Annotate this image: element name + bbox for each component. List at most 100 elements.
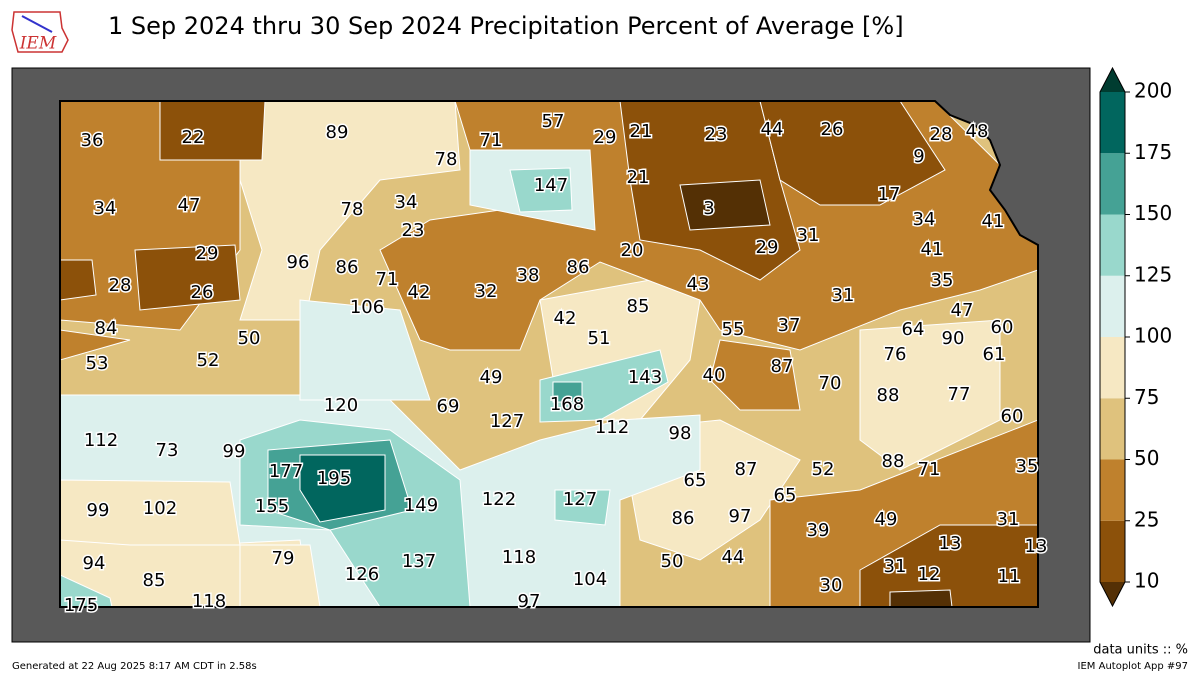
station-value: 147 [534, 175, 568, 196]
station-value: 126 [345, 564, 379, 585]
station-value: 85 [627, 296, 650, 317]
station-value: 87 [735, 459, 758, 480]
colorbar-segment [1100, 214, 1125, 276]
station-value: 23 [705, 124, 728, 145]
station-value: 149 [404, 495, 438, 516]
station-value: 13 [1025, 536, 1048, 557]
station-value: 35 [931, 270, 954, 291]
station-value: 120 [324, 395, 358, 416]
colorbar-under [1100, 582, 1125, 606]
station-value: 60 [991, 317, 1014, 338]
colorbar-segment [1100, 153, 1125, 215]
station-value: 89 [326, 122, 349, 143]
colorbar-label: 200 [1134, 79, 1172, 103]
station-value: 40 [703, 365, 726, 386]
contour-region [60, 479, 241, 546]
station-value: 42 [408, 282, 431, 303]
station-value: 36 [81, 130, 104, 151]
station-value: 112 [595, 417, 629, 438]
colorbar-label: 100 [1134, 324, 1172, 348]
station-value: 55 [722, 319, 745, 340]
station-value: 69 [437, 396, 460, 417]
station-value: 106 [350, 297, 384, 318]
station-value: 49 [480, 367, 503, 388]
station-value: 51 [588, 328, 611, 349]
station-value: 31 [797, 225, 820, 246]
station-value: 52 [197, 350, 220, 371]
station-value: 86 [336, 257, 359, 278]
station-value: 168 [550, 394, 584, 415]
station-value: 34 [395, 192, 418, 213]
station-value: 3 [703, 198, 714, 219]
station-value: 76 [884, 344, 907, 365]
station-value: 97 [729, 506, 752, 527]
station-value: 61 [983, 344, 1006, 365]
station-value: 64 [902, 319, 925, 340]
colorbar: 10 25 50 75 100 125 150 175 200 [1099, 66, 1172, 608]
station-value: 9 [913, 146, 924, 167]
station-value: 96 [287, 252, 310, 273]
station-value: 35 [1016, 456, 1039, 477]
station-value: 11 [998, 566, 1021, 587]
station-value: 60 [1001, 406, 1024, 427]
station-value: 84 [95, 318, 118, 339]
colorbar-segment [1100, 520, 1125, 582]
station-value: 26 [191, 282, 214, 303]
station-value: 37 [778, 315, 801, 336]
station-value: 26 [821, 119, 844, 140]
title: 1 Sep 2024 thru 30 Sep 2024 Precipitatio… [108, 12, 904, 40]
station-value: 34 [94, 198, 117, 219]
contour-region [554, 489, 611, 526]
station-value: 71 [376, 269, 399, 290]
generated: Generated at 22 Aug 2025 8:17 AM CDT in … [12, 661, 257, 672]
station-value: 21 [627, 167, 650, 188]
colorbar-over [1100, 68, 1125, 92]
contour-region [889, 589, 953, 607]
contours [60, 101, 1038, 607]
station-value: 177 [269, 461, 303, 482]
contour-region [539, 349, 669, 423]
station-value: 29 [196, 243, 219, 264]
contour-region [859, 319, 1001, 471]
station-value: 50 [238, 328, 261, 349]
station-value: 99 [223, 441, 246, 462]
units: data units :: % [1093, 643, 1188, 658]
station-value: 88 [882, 451, 905, 472]
colorbar-label: 150 [1134, 201, 1172, 225]
station-value: 104 [573, 569, 607, 590]
station-value: 175 [64, 595, 98, 616]
station-value: 195 [317, 468, 351, 489]
station-value: 17 [878, 184, 901, 205]
station-value: 102 [143, 498, 177, 519]
station-value: 47 [951, 300, 974, 321]
station-value: 88 [877, 385, 900, 406]
station-value: 78 [341, 199, 364, 220]
contour-region [759, 101, 946, 206]
station-value: 49 [875, 509, 898, 530]
colorbar-segment [1100, 337, 1125, 399]
colorbar-label: 50 [1134, 446, 1159, 470]
colorbar-label: 125 [1134, 262, 1172, 286]
station-value: 112 [84, 430, 118, 451]
station-value: 31 [997, 509, 1020, 530]
station-value: 97 [518, 591, 541, 612]
logo: IEM [11, 11, 69, 54]
station-value: 87 [771, 356, 794, 377]
contour-region [509, 167, 573, 213]
station-value: 57 [542, 111, 565, 132]
contour-region [709, 339, 801, 411]
station-value: 118 [192, 591, 226, 612]
station-value: 23 [402, 220, 425, 241]
colorbar-outline [1099, 66, 1126, 608]
station-value: 137 [402, 551, 436, 572]
logo-text: IEM [19, 34, 57, 54]
station-value: 28 [930, 124, 953, 145]
contour-region [159, 101, 266, 161]
colorbar-segment [1100, 92, 1125, 154]
station-value: 31 [884, 556, 907, 577]
station-value: 127 [563, 489, 597, 510]
colorbar-segment [1100, 398, 1125, 460]
station-value: 38 [517, 265, 540, 286]
